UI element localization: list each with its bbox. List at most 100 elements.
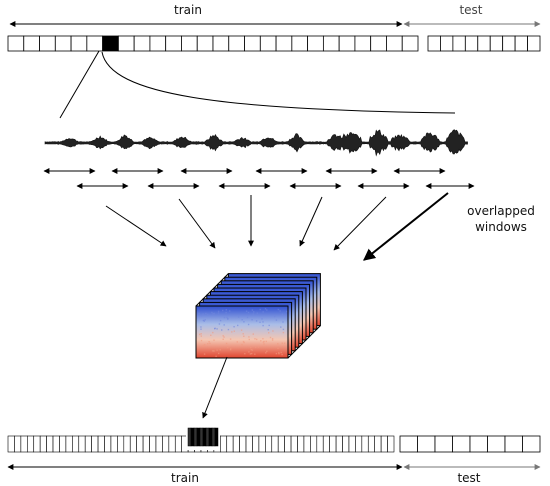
bottom-train-cell <box>26 435 35 453</box>
bottom-train-cell <box>110 435 118 453</box>
top-train-label: train <box>174 3 202 17</box>
top-selected-cell <box>102 35 119 52</box>
bottom-selected-cell <box>190 427 195 447</box>
bottom-train-cell <box>142 435 150 453</box>
bottom-test-cell <box>452 435 471 453</box>
top-test-cell <box>464 35 479 52</box>
top-train-cell <box>275 35 293 52</box>
bottom-selected-cell <box>193 427 198 447</box>
bottom-train-cell <box>387 435 395 453</box>
top-train-cell <box>401 35 419 52</box>
top-train-cell <box>117 35 135 52</box>
bottom-selected-cell <box>205 427 210 447</box>
bottom-train-cell <box>33 435 41 453</box>
bottom-train-cell <box>265 435 273 453</box>
bottom-selected-cell <box>208 427 213 447</box>
bottom-train-cell <box>245 435 253 453</box>
audio-waveform <box>44 129 468 157</box>
bottom-train-cell <box>361 435 369 453</box>
bottom-train-cell <box>297 435 305 453</box>
bottom-test-cell <box>434 435 453 453</box>
bottom-train-cell <box>72 435 80 453</box>
bottom-test-cell <box>522 435 541 453</box>
spectrogram-to-sequence-arrow <box>202 356 228 419</box>
bottom-selected-cell <box>187 427 192 447</box>
top-test-cell <box>427 35 441 52</box>
bottom-test-cell <box>487 435 506 453</box>
bottom-train-cell <box>380 435 388 453</box>
bottom-train-cell <box>78 435 86 453</box>
bottom-train-cell <box>342 435 350 453</box>
bottom-sequence-bar <box>7 426 541 453</box>
bottom-train-cell <box>374 435 382 453</box>
bottom-train-cell <box>252 435 260 453</box>
bottom-test-label: test <box>457 471 480 485</box>
top-train-cell <box>70 35 88 52</box>
top-train-cell <box>23 35 40 52</box>
bottom-train-cell <box>14 435 22 453</box>
converging-arrows <box>105 192 449 261</box>
top-sequence-bar <box>7 35 541 52</box>
bottom-test-cell <box>399 435 418 453</box>
bottom-train-cell <box>310 435 318 453</box>
bottom-test-cell <box>504 435 523 453</box>
bottom-train-cell <box>284 435 292 453</box>
top-train-cell <box>338 35 356 52</box>
top-test-cell <box>452 35 466 52</box>
top-train-cell <box>228 35 245 52</box>
annotation-windows: windows <box>475 220 527 234</box>
bottom-train-cell <box>117 435 125 453</box>
bottom-train-cell <box>123 435 131 453</box>
bottom-train-cell <box>7 435 15 453</box>
bottom-train-cell <box>220 435 228 453</box>
bottom-train-cell <box>322 435 330 453</box>
bottom-train-cell <box>335 435 343 453</box>
bottom-train-cell <box>226 435 234 453</box>
bottom-train-cell <box>239 435 247 453</box>
top-train-cell <box>322 35 340 52</box>
top-train-cell <box>149 35 167 52</box>
bottom-train-cell <box>316 435 324 453</box>
top-train-cell <box>370 35 387 52</box>
top-test-cell <box>527 35 541 52</box>
bottom-train-cell <box>258 435 266 453</box>
bottom-train-cell <box>355 435 363 453</box>
bottom-train-cell <box>174 435 182 453</box>
bottom-train-cell <box>155 435 163 453</box>
bottom-selected-cell <box>199 427 204 447</box>
bottom-train-cell <box>129 435 137 453</box>
bottom-train-cell <box>59 435 67 453</box>
top-train-cell <box>291 35 309 52</box>
spectrogram-frame <box>195 305 289 359</box>
bottom-train-cell <box>97 435 105 453</box>
bottom-test-cell <box>417 435 436 453</box>
bottom-train-cell <box>65 435 73 453</box>
bottom-selected-cell <box>214 427 219 447</box>
bottom-train-cell <box>39 435 47 453</box>
top-train-cell <box>86 35 104 52</box>
bottom-train-label: train <box>171 471 199 485</box>
bottom-train-cell <box>52 435 60 453</box>
top-train-cell <box>181 35 198 52</box>
top-test-cell <box>514 35 528 52</box>
top-test-cell <box>477 35 491 52</box>
top-train-cell <box>39 35 56 52</box>
top-train-cell <box>54 35 72 52</box>
bottom-train-cell <box>303 435 311 453</box>
bottom-train-cell <box>348 435 356 453</box>
bottom-train-cell <box>84 435 92 453</box>
top-test-label: test <box>459 3 482 17</box>
bottom-train-cell <box>20 435 28 453</box>
bottom-train-cell <box>271 435 279 453</box>
top-test-cell <box>502 35 516 52</box>
overlapped-window-segments <box>43 168 475 189</box>
top-train-cell <box>259 35 277 52</box>
bottom-train-cell <box>46 435 54 453</box>
top-train-cell <box>7 35 25 52</box>
top-train-cell <box>354 35 372 52</box>
bottom-train-cell <box>168 435 176 453</box>
bottom-train-cell <box>136 435 144 453</box>
top-test-cell <box>440 35 454 52</box>
bottom-train-cell <box>367 435 375 453</box>
